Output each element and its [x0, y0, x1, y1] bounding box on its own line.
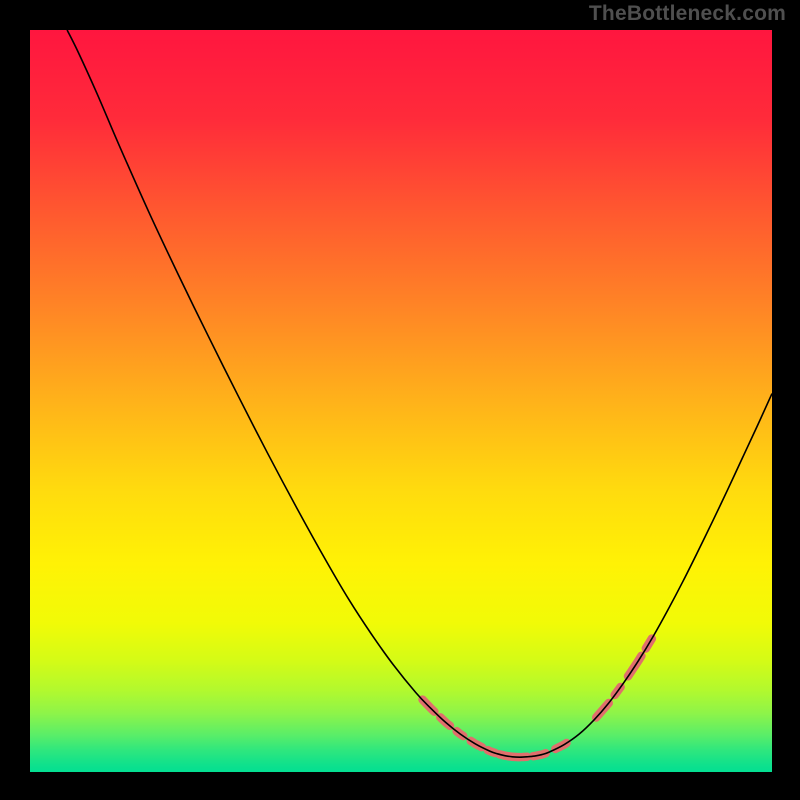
main-curve	[67, 30, 772, 757]
plot-area	[30, 30, 772, 772]
chart-root: TheBottleneck.com	[0, 0, 800, 800]
watermark-text: TheBottleneck.com	[589, 2, 786, 26]
curve-layer	[30, 30, 772, 772]
marker-segments-group	[423, 639, 652, 757]
